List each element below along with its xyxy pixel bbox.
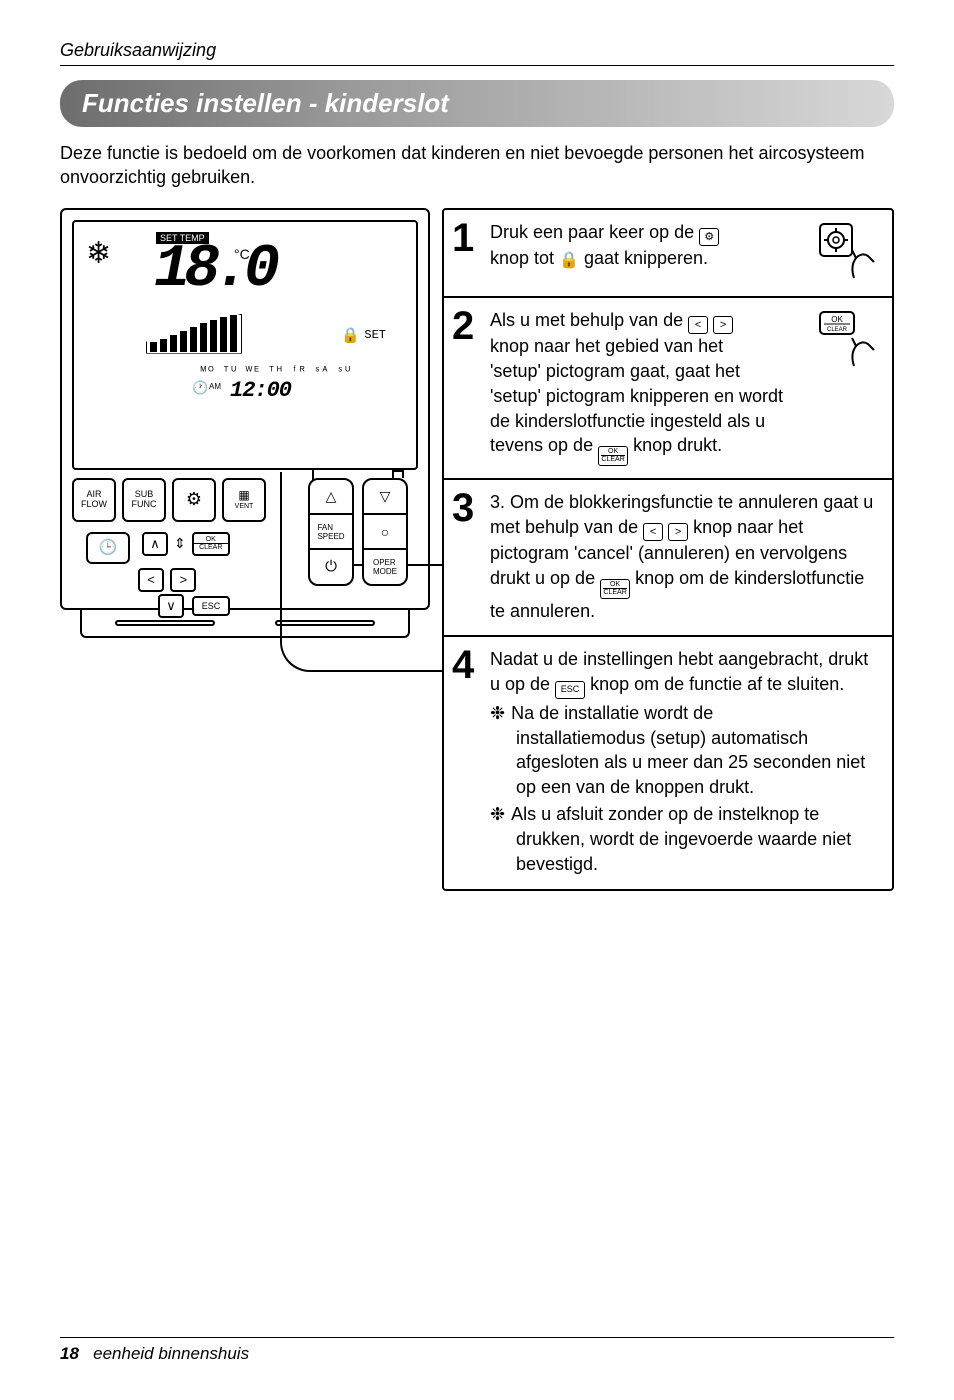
- bullet-text-cont: installatiemodus (setup) automatisch afg…: [490, 726, 880, 800]
- page-number: 18: [60, 1344, 79, 1363]
- step-number: 1: [452, 220, 484, 284]
- svg-text:OK: OK: [831, 315, 843, 324]
- day-row: ᴹᴼ ᵀᵁ ᵂᴱ ᵀᴴ ᶠᴿ ˢᴬ ˢᵁ: [200, 366, 352, 378]
- step-2: 2 Als u met behulp van de < > knop naar he…: [444, 296, 892, 478]
- oper-mode-button[interactable]: OPER MODE: [364, 548, 406, 583]
- settings-button[interactable]: ⚙: [172, 478, 216, 522]
- device-illustration: ❄ SET TEMP 18.0 °C: [60, 208, 430, 638]
- oper-pill: ▽ ○ OPER MODE: [362, 478, 408, 586]
- step-text: knop tot: [490, 248, 559, 268]
- ok-clear-inline-icon: OKCLEAR: [600, 579, 630, 599]
- remote-base: [80, 610, 410, 638]
- step-text: knop naar het gebied van het: [490, 336, 723, 356]
- snow-bullet-icon: ❉: [490, 802, 505, 827]
- step-number: 4: [452, 647, 484, 876]
- step-text: Als u met behulp van de: [490, 310, 688, 330]
- step-number: 2: [452, 308, 484, 466]
- bullet-text-cont: drukken, wordt de ingevoerde waarde niet…: [490, 827, 880, 877]
- sub-func-button[interactable]: SUB FUNC: [122, 478, 166, 522]
- degree-label: °C: [234, 246, 250, 262]
- step-body: 3. Om de blokkeringsfunctie te annuleren…: [490, 490, 880, 623]
- footer: 18 eenheid binnenshuis: [60, 1337, 894, 1364]
- nav-right-button[interactable]: >: [170, 568, 196, 592]
- step-body: Druk een paar keer op de ⚙ knop tot 🔒 gaa…: [490, 220, 804, 284]
- intro-text: Deze functie is bedoeld om de voorkomen …: [60, 141, 894, 190]
- step-4: 4Nadat u de instellingen hebt aangebrach…: [444, 635, 892, 888]
- circle-button[interactable]: ○: [364, 513, 406, 548]
- vent-button[interactable]: ▦ VENT: [222, 478, 266, 522]
- header: Gebruiksaanwijzing: [60, 40, 894, 66]
- lcd-screen: ❄ SET TEMP 18.0 °C: [72, 220, 418, 470]
- step-body: Nadat u de instellingen hebt aangebracht…: [490, 647, 880, 876]
- fan-speed-button[interactable]: FAN SPEED: [310, 513, 352, 548]
- footer-label: eenheid binnenshuis: [93, 1344, 249, 1363]
- step-text: knop om de functie af te sluiten.: [585, 674, 844, 694]
- right-inline-icon: >: [668, 523, 688, 541]
- pill-up-button[interactable]: △: [310, 480, 352, 513]
- section-title: Functies instellen - kinderslot: [82, 88, 449, 118]
- step-text: Druk een paar keer op de: [490, 222, 699, 242]
- nav-left-button[interactable]: <: [138, 568, 164, 592]
- press-thumb-icon: OK CLEAR: [816, 308, 880, 372]
- bullet-item: ❉Als u afsluit zonder op de instelknop t…: [490, 802, 880, 876]
- fan-speed-bars: [146, 314, 242, 354]
- bullet-item: ❉Na de installatie wordt deinstallatiemo…: [490, 701, 880, 800]
- step-1: 1 Druk een paar keer op de ⚙ knop tot 🔒 ga…: [444, 210, 892, 296]
- nav-down-button[interactable]: ∨: [158, 594, 184, 618]
- ok-clear-button[interactable]: OK CLEAR: [192, 532, 230, 556]
- timer-button[interactable]: 🕒: [86, 532, 130, 564]
- step-text: 'setup' pictogram gaat, gaat het: [490, 361, 740, 381]
- updown-icon: ⇕: [174, 535, 186, 552]
- left-inline-icon: <: [643, 523, 663, 541]
- step-text: knop drukt.: [628, 435, 722, 455]
- clock-value: 12:00: [230, 378, 291, 403]
- manual-title: Gebruiksaanwijzing: [60, 40, 216, 60]
- set-label: SET: [364, 328, 386, 342]
- step-text: gaat knipperen.: [579, 248, 708, 268]
- base-slot-left: [115, 620, 215, 626]
- snow-bullet-icon: ❉: [490, 701, 505, 726]
- am-label: AM: [209, 382, 221, 391]
- right-inline-icon: >: [713, 316, 733, 334]
- section-title-bar: Functies instellen - kinderslot: [60, 80, 894, 127]
- esc-button[interactable]: ESC: [192, 596, 230, 616]
- pill-down-button[interactable]: ▽: [364, 480, 406, 513]
- gear_box-inline-icon: ⚙: [699, 228, 719, 246]
- bullet-text: Als u afsluit zonder op de instelknop te: [511, 802, 819, 827]
- step-body: Als u met behulp van de < > knop naar het…: [490, 308, 804, 466]
- esc-inline-icon: ESC: [555, 681, 585, 699]
- ok-clear-inline-icon: OKCLEAR: [598, 446, 628, 466]
- step-3: 33. Om de blokkeringsfunctie te annulere…: [444, 478, 892, 635]
- lock-icon: 🔒: [341, 326, 360, 344]
- temp-up-button[interactable]: ∧: [142, 532, 168, 556]
- temperature-value: 18.0: [154, 240, 274, 300]
- svg-text:CLEAR: CLEAR: [827, 327, 848, 333]
- clock-icon: 🕐: [192, 380, 208, 396]
- fan-pill: △ FAN SPEED ⏻: [308, 478, 354, 586]
- lock_plain-inline-icon: 🔒: [559, 250, 579, 272]
- step-number: 3: [452, 490, 484, 623]
- steps-panel: 1 Druk een paar keer op de ⚙ knop tot 🔒 ga…: [442, 208, 894, 891]
- press-thumb-icon: [816, 220, 880, 284]
- air-flow-button[interactable]: AIR FLOW: [72, 478, 116, 522]
- left-inline-icon: <: [688, 316, 708, 334]
- remote-frame: ❄ SET TEMP 18.0 °C: [60, 208, 430, 610]
- base-slot-right: [275, 620, 375, 626]
- power-button[interactable]: ⏻: [310, 548, 352, 583]
- bullet-text: Na de installatie wordt de: [511, 701, 713, 726]
- tab-decor: [392, 470, 404, 478]
- snowflake-icon: ❄: [86, 236, 111, 271]
- keypad: AIR FLOW SUB FUNC ⚙ ▦ VENT: [72, 478, 418, 598]
